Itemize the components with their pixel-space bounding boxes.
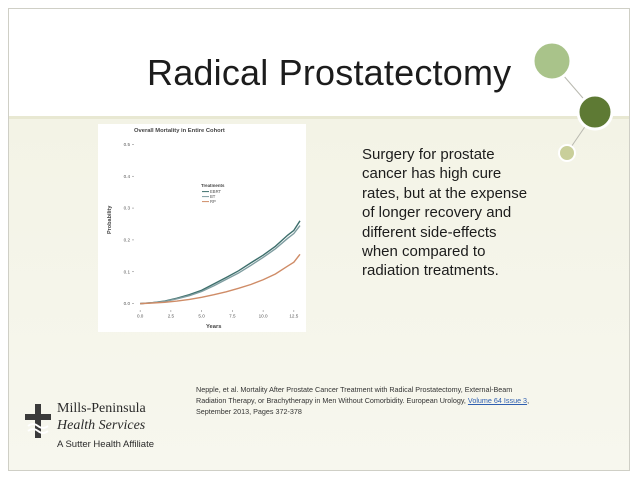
chart-series — [140, 220, 301, 305]
y-tick-label: 0.5 — [124, 142, 131, 147]
x-tick-label: 2.5 — [168, 314, 175, 319]
logo-name: Mills-Peninsula — [57, 401, 146, 416]
mortality-chart: Overall Mortality in Entire Cohort Proba… — [107, 128, 301, 330]
y-tick-label: 0.1 — [124, 269, 131, 274]
chart-panel: Overall Mortality in Entire Cohort Proba… — [98, 124, 306, 332]
x-tick-label: 7.5 — [229, 314, 236, 319]
citation: Nepple, et al. Mortality After Prostate … — [196, 384, 541, 418]
chart-title: Overall Mortality in Entire Cohort — [134, 128, 225, 134]
x-tick-label: 0.0 — [137, 314, 144, 319]
y-tick-label: 0.3 — [124, 206, 131, 211]
legend-label-rp: RP — [210, 199, 216, 204]
x-axis-label: Years — [206, 324, 221, 330]
logo-affiliate: A Sutter Health Affiliate — [57, 439, 154, 450]
legend-label-ebrt: EBRT — [210, 189, 222, 194]
title-divider — [9, 116, 629, 119]
citation-text: Nepple, et al. Mortality After Prostate … — [196, 385, 513, 406]
legend-title: Treatments — [201, 183, 225, 188]
logo-subtitle: Health Services — [57, 418, 146, 433]
legend-label-bt: BT — [210, 194, 216, 199]
series-line-ebrt — [140, 220, 301, 305]
series-line-bt — [140, 225, 301, 305]
x-tick-label: 12.5 — [289, 314, 298, 319]
y-tick-label: 0.2 — [124, 238, 131, 243]
y-tick-label: 0.4 — [124, 174, 131, 179]
y-tick-label: 0.0 — [124, 301, 131, 306]
logo-cross-icon — [25, 404, 51, 438]
body-text: Surgery for prostate cancer has high cur… — [362, 146, 528, 280]
slide-border — [8, 8, 630, 471]
chart-axes: 0.0 0.1 0.2 0.3 0.4 0.5 0.0 2.5 5.0 7.5 10.0 12.5 — [124, 142, 299, 319]
citation-text-end: , September 2013, Pages 372-378 — [196, 396, 530, 417]
title-area — [9, 9, 629, 116]
x-tick-label: 10.0 — [259, 314, 268, 319]
y-axis-label: Probability — [107, 205, 113, 234]
x-tick-label: 5.0 — [198, 314, 205, 319]
series-line-rp — [140, 253, 301, 305]
citation-link[interactable]: Volume 64 Issue 3 — [467, 396, 528, 406]
page-title: Radical Prostatectomy — [147, 52, 512, 93]
logo: Mills-Peninsula Health Services A Sutter… — [25, 398, 175, 458]
